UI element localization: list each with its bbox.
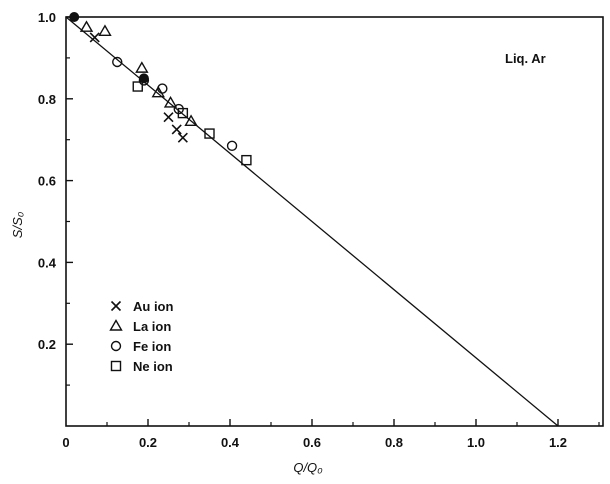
legend-label-au: Au ion (133, 299, 173, 314)
cross-point (89, 32, 100, 43)
legend-marker-triangle (109, 319, 123, 331)
axis-ticks (66, 16, 600, 426)
y-tick-label: 0.4 (38, 255, 57, 270)
x-tick-label: 0.2 (139, 435, 157, 450)
legend-item-la: La ion (109, 319, 171, 334)
y-tick-label: 0.2 (38, 337, 56, 352)
filled-point (138, 73, 149, 84)
x-tick-label: 1.0 (467, 435, 485, 450)
legend-marker-square (110, 360, 122, 372)
data-points (69, 12, 252, 166)
triangle-point (79, 20, 94, 32)
legend-square-icon (110, 360, 122, 372)
square-point (241, 154, 252, 166)
legend-label-la: La ion (133, 319, 171, 334)
legend-triangle-icon (109, 319, 123, 331)
circle-point (112, 56, 123, 68)
x-tick-label: 1.2 (549, 435, 567, 450)
triangle-point (135, 61, 149, 73)
filled-point (69, 12, 80, 22)
square-point (204, 128, 215, 139)
y-tick-label: 0.8 (38, 92, 56, 107)
legend-item-fe: Fe ion (110, 339, 171, 354)
cross-point (171, 124, 182, 135)
legend-circle-icon (110, 340, 122, 352)
triangle-point (98, 24, 112, 37)
legend-cross-icon (110, 300, 122, 312)
circle-point (226, 140, 238, 152)
legend-marker-circle (110, 340, 122, 352)
x-tick-label: 0 (62, 435, 69, 450)
cross-point (177, 132, 188, 143)
triangle-point (151, 85, 165, 98)
x-tick-label: 0.8 (385, 435, 403, 450)
y-tick-label: 0.6 (38, 174, 56, 189)
triangle-point (163, 95, 178, 108)
legend-item-ne: Ne ion (110, 359, 173, 374)
legend-label-fe: Fe ion (133, 339, 171, 354)
square-point (132, 81, 143, 92)
legend-label-ne: Ne ion (133, 359, 173, 374)
x-tick-label: 0.6 (303, 435, 321, 450)
fit-line (65, 16, 559, 427)
tick-labels: 0 0.2 0.4 0.6 0.8 1.0 1.2 0.2 0.4 0.6 0.8 1.0 (38, 10, 567, 450)
legend-marker-cross (110, 300, 122, 312)
cross-point (163, 112, 174, 123)
legend: Au ion La ion Fe ion Ne ion (109, 299, 173, 374)
annotation-liq-ar: Liq. Ar (505, 51, 546, 66)
x-axis-label: Q/Q₀ (293, 460, 323, 475)
circle-point (157, 83, 168, 94)
square-point (177, 107, 189, 119)
y-axis-label: S/S₀ (10, 211, 25, 238)
x-tick-label: 0.4 (221, 435, 240, 450)
legend-item-au: Au ion (110, 299, 173, 314)
y-tick-label: 1.0 (38, 10, 56, 25)
triangle-point (184, 114, 198, 126)
